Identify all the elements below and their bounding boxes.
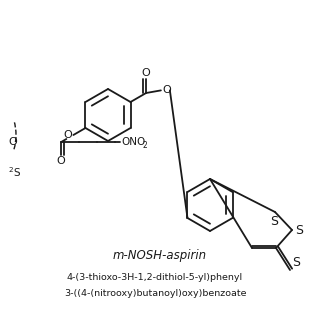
Text: 3-((4-(nitrooxy)butanoyl)oxy)benzoate: 3-((4-(nitrooxy)butanoyl)oxy)benzoate xyxy=(64,290,246,299)
Text: ONO: ONO xyxy=(121,137,146,147)
Text: O: O xyxy=(162,85,171,95)
Text: 4-(3-thioxo-3H-1,2-dithiol-5-yl)phenyl: 4-(3-thioxo-3H-1,2-dithiol-5-yl)phenyl xyxy=(67,274,243,283)
Text: 2: 2 xyxy=(142,140,147,149)
Text: $^2$S: $^2$S xyxy=(8,165,21,179)
Text: O: O xyxy=(8,137,17,147)
Text: m-NOSH-aspirin: m-NOSH-aspirin xyxy=(113,249,207,261)
Text: O: O xyxy=(142,68,150,78)
Text: S: S xyxy=(292,256,300,269)
Text: S: S xyxy=(270,215,278,228)
Text: S: S xyxy=(295,223,303,236)
Text: O: O xyxy=(64,130,72,140)
Text: O: O xyxy=(57,156,66,166)
